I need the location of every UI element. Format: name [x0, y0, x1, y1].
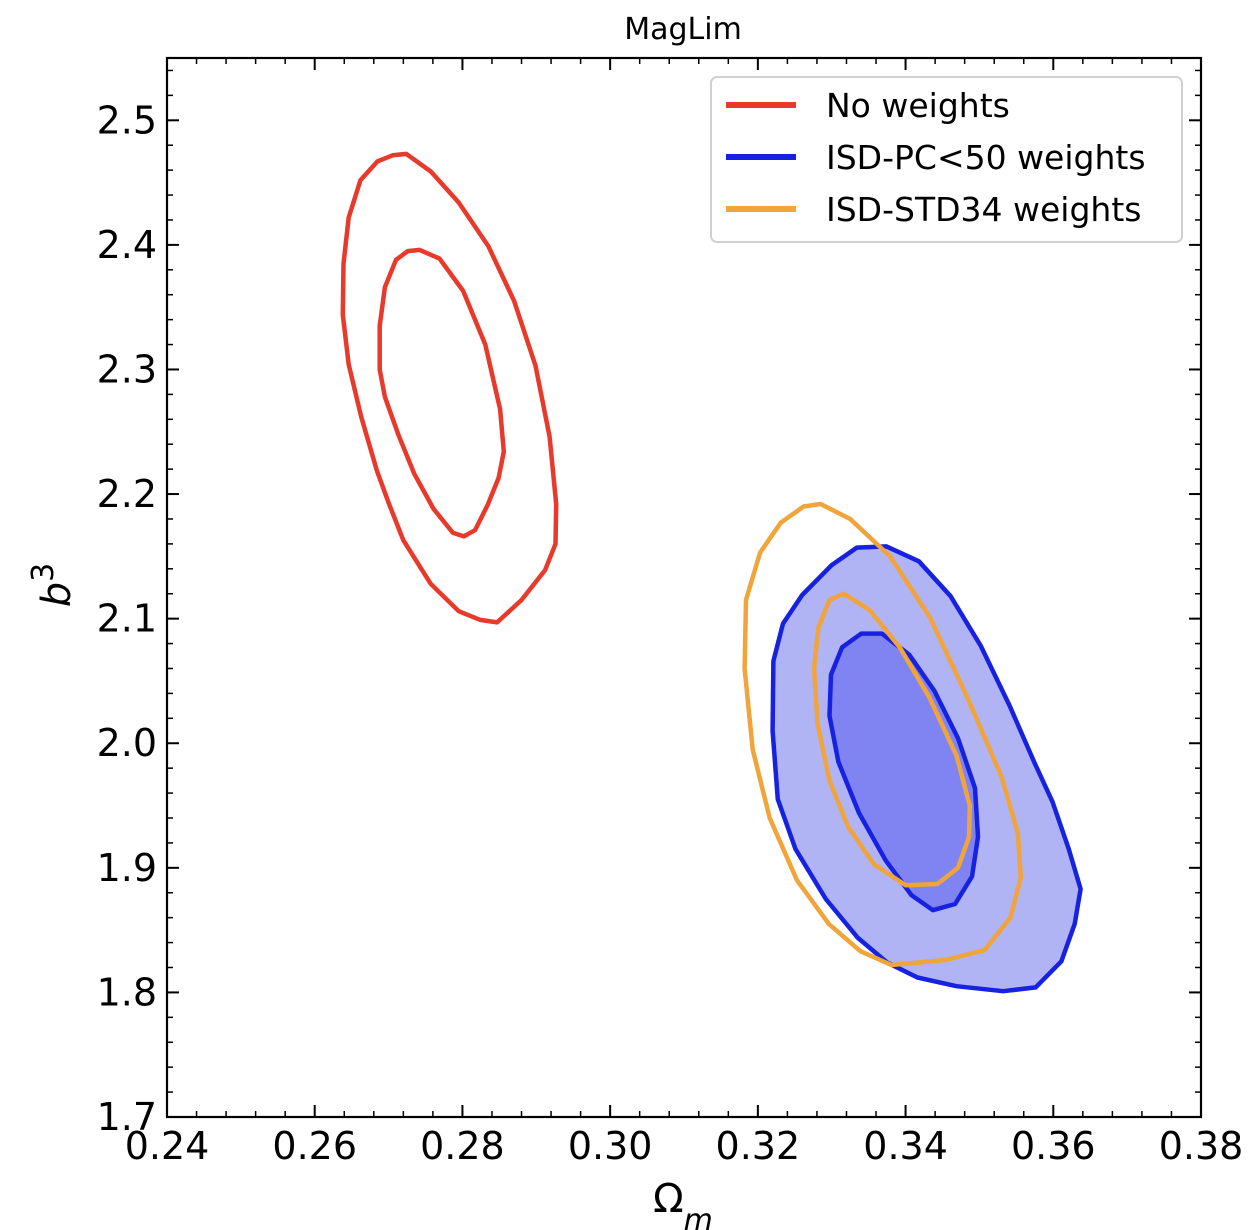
y-tick-label: 1.7	[97, 1095, 157, 1139]
x-tick-label: 0.38	[1159, 1124, 1244, 1168]
legend-box	[710, 76, 1183, 243]
y-tick-label: 2.0	[97, 721, 157, 765]
contour-layer	[340, 151, 1083, 994]
contour-isd-std34-weights-outer	[742, 501, 1024, 968]
x-tick-label: 0.24	[125, 1124, 210, 1168]
tick-layer: 0.24 0.26 0.28 0.30 0.32 0.34 0.36 0.38 1.7 1.8 1.…	[97, 58, 1244, 1168]
y-axis-label: b3	[26, 563, 81, 607]
contour-isd-std34-weights-inner	[811, 591, 973, 888]
series-isd-pc-50-weights	[770, 544, 1083, 994]
legend-label-isd-pc-50-weights: ISD-PC<50 weights	[826, 138, 1146, 177]
x-tick-label: 0.30	[568, 1124, 653, 1168]
y-tick-label: 2.4	[97, 223, 157, 267]
y-tick-label: 2.5	[97, 98, 157, 142]
y-tick-label: 2.1	[97, 597, 157, 641]
x-tick-label: 0.34	[863, 1124, 948, 1168]
legend: No weights ISD-PC<50 weights ISD-STD34 wei…	[710, 76, 1183, 243]
x-tick-label: 0.28	[420, 1124, 505, 1168]
y-tick-label: 1.9	[97, 846, 157, 890]
chart-title: MagLim	[624, 12, 742, 47]
y-tick-label: 2.3	[97, 347, 157, 391]
series-no-weights	[340, 151, 559, 625]
legend-label-isd-std34-weights: ISD-STD34 weights	[826, 190, 1141, 229]
x-tick-label: 0.32	[716, 1124, 801, 1168]
y-tick-label: 1.8	[97, 970, 157, 1014]
legend-label-no-weights: No weights	[826, 86, 1010, 125]
x-tick-label: 0.36	[1011, 1124, 1096, 1168]
contour-isd-pc-50-weights-inner	[827, 631, 981, 913]
contour-no-weights-outer	[340, 151, 559, 625]
x-axis-label: Ωm	[653, 1176, 713, 1230]
series-isd-std34-weights	[742, 501, 1024, 968]
x-tick-label: 0.26	[272, 1124, 357, 1168]
plot-frame	[165, 56, 1203, 1119]
contour-no-weights-inner	[377, 247, 507, 539]
y-tick-label: 2.2	[97, 472, 157, 516]
